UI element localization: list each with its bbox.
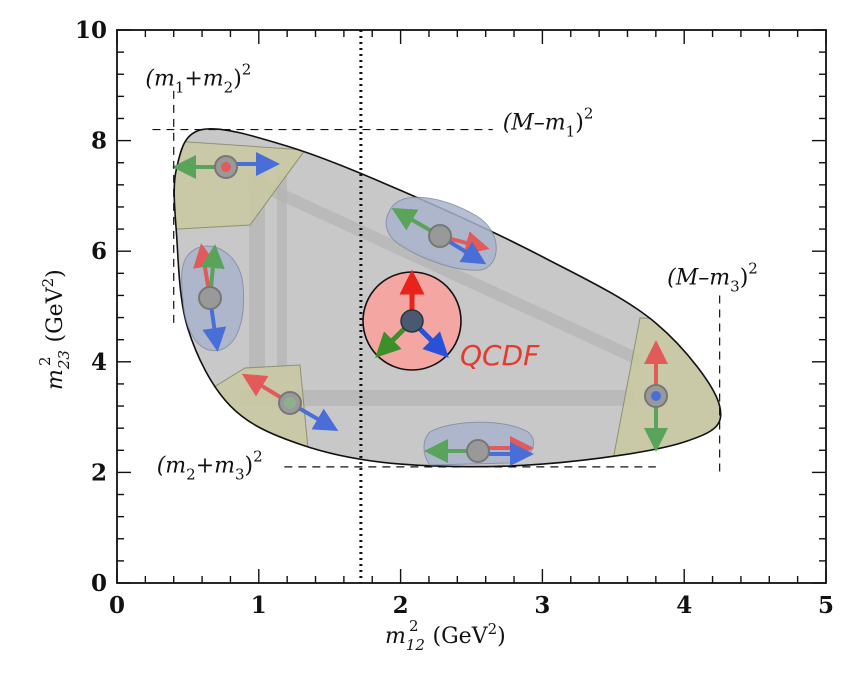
x-tick-label: 1 <box>251 592 267 619</box>
corner-arrows-top-left <box>172 152 280 179</box>
y-tick-label: 2 <box>91 459 107 486</box>
x-tick-label: 4 <box>676 592 692 619</box>
edge-blob-left <box>181 243 245 352</box>
x-tick-label: 5 <box>818 592 834 619</box>
y-tick-label: 8 <box>91 128 107 155</box>
annotation-0: (m1+m2)2 <box>145 60 251 96</box>
band-horizontal <box>240 390 635 406</box>
y-tick-label: 4 <box>91 349 107 376</box>
y-tick-label: 0 <box>91 570 107 597</box>
x-tick-label: 3 <box>534 592 550 619</box>
reference-lines <box>152 30 721 583</box>
edge-blob-bottom <box>423 421 534 466</box>
dalitz-boundary <box>173 128 722 468</box>
band-vertical-2 <box>277 170 287 370</box>
qcdf-label: QCDF <box>460 339 540 372</box>
annotation-2: (M–m3)2 <box>667 259 758 295</box>
x-axis-title: m122 (GeV2) <box>385 617 506 654</box>
axis-ticks <box>116 29 827 584</box>
annotation-1: (M–m1)2 <box>503 105 594 141</box>
annotation-3: (m2+m3)2 <box>157 447 263 483</box>
y-tick-labels: 0 2 4 6 8 10 <box>75 17 107 597</box>
y-tick-label: 10 <box>75 17 107 44</box>
x-tick-label: 0 <box>109 592 125 619</box>
y-axis-title: m232(GeV2) <box>36 269 73 390</box>
qcdf-symbol <box>362 269 462 371</box>
corner-arrows-right <box>644 340 668 452</box>
plot-frame <box>116 29 827 584</box>
y-tick-label: 6 <box>91 238 107 265</box>
x-tick-labels: 0 1 2 3 4 5 <box>109 592 834 619</box>
x-tick-label: 2 <box>393 592 409 619</box>
annotations: (m1+m2)2 (M–m1)2 (M–m3)2 (m2+m3)2 <box>145 60 757 483</box>
edge-blob-top <box>385 196 497 271</box>
band-diagonal <box>247 174 643 366</box>
edge-blob-bottom-left <box>241 373 339 432</box>
